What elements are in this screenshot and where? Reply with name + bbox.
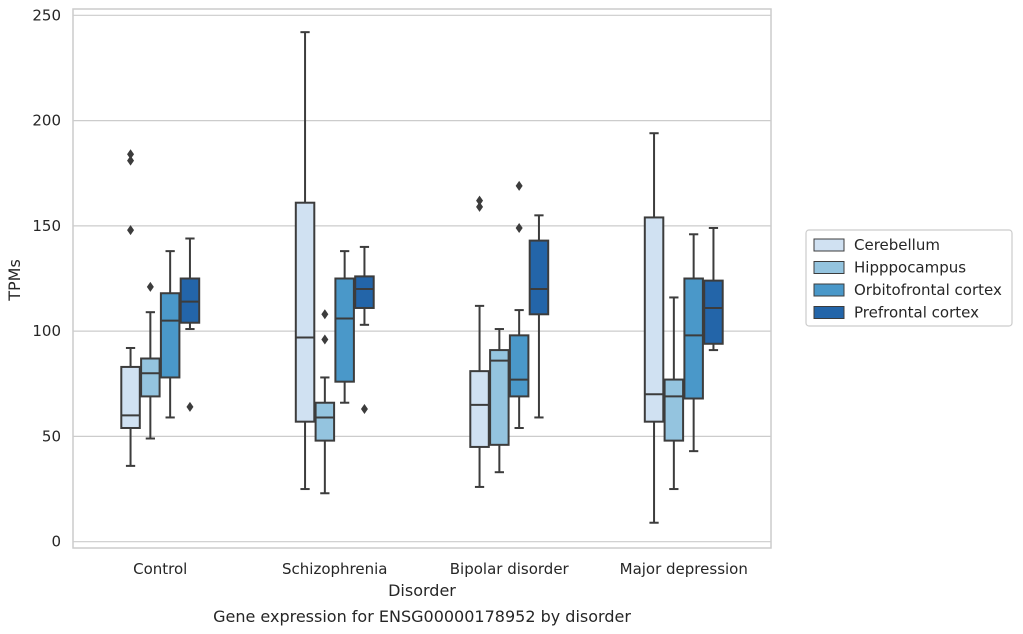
y-tick-label: 50 [42, 427, 61, 445]
legend-swatch [813, 238, 845, 252]
legend-swatch [813, 283, 845, 297]
plot-frame [72, 8, 772, 549]
legend-label: Prefrontal cortex [854, 304, 979, 322]
box [314, 401, 336, 442]
y-tick-label: 250 [32, 6, 61, 24]
legend-swatch [813, 261, 845, 274]
box [703, 279, 724, 345]
legend-label: Cerebellum [854, 236, 940, 254]
y-tick-label: 200 [32, 112, 61, 130]
outlier-point [321, 334, 329, 345]
y-tick-label: 100 [32, 322, 61, 340]
outlier-point [127, 225, 135, 236]
box [663, 378, 685, 442]
box-plot-series [120, 31, 724, 524]
box [683, 277, 704, 400]
legend-label: Orbitofrontal cortex [854, 281, 1002, 299]
box [334, 277, 355, 383]
series-orbitofrontal-cortex [159, 180, 704, 453]
box [508, 334, 530, 398]
box [179, 277, 201, 324]
outlier-point [186, 401, 194, 412]
legend: Cerebellum Hipppocampus Orbitofrontal cort… [805, 229, 1013, 327]
y-tick-label: 150 [32, 217, 61, 235]
series-prefrontal-cortex [179, 214, 724, 419]
legend-frame [805, 229, 1013, 327]
outlier-point [515, 180, 523, 191]
outlier-point [321, 309, 329, 320]
outlier-point [476, 195, 484, 206]
x-tick-label: Schizophrenia [282, 560, 387, 578]
x-axis-label: Disorder [388, 581, 456, 600]
legend-swatch [813, 306, 845, 319]
chart-caption: Gene expression for ENSG00000178952 by d… [213, 607, 631, 626]
box [120, 365, 141, 429]
gridlines [73, 14, 771, 543]
box [469, 370, 490, 448]
outlier-point [127, 155, 135, 166]
x-tick-label: Control [133, 560, 187, 578]
box [528, 239, 550, 316]
y-axis-label: TPMs [5, 259, 24, 302]
x-tick-label: Major depression [620, 560, 748, 578]
box [294, 201, 316, 423]
outlier-point [360, 404, 368, 415]
series-cerebellum [120, 31, 665, 524]
series-hipppocampus [140, 281, 685, 495]
outlier-point [146, 281, 154, 292]
x-tick-label: Bipolar disorder [450, 560, 570, 578]
outlier-point [476, 201, 484, 212]
box [489, 349, 510, 446]
outlier-point [127, 149, 135, 160]
legend-label: Hipppocampus [854, 259, 966, 277]
outlier-point [515, 222, 523, 233]
y-tick-label: 0 [51, 533, 61, 551]
box [159, 292, 181, 379]
box [140, 357, 161, 398]
box [643, 216, 665, 423]
box [354, 275, 375, 309]
axes: 0 50 100 150 200 250 Control Schizophrenia Bipol… [32, 6, 772, 578]
